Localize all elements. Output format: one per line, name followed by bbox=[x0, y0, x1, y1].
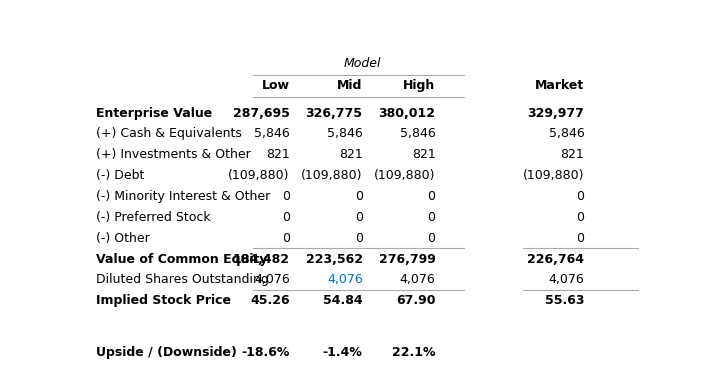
Text: 329,977: 329,977 bbox=[527, 106, 584, 119]
Text: 184,482: 184,482 bbox=[232, 253, 290, 266]
Text: Model: Model bbox=[344, 57, 382, 70]
Text: 45.26: 45.26 bbox=[250, 294, 290, 307]
Text: 4,076: 4,076 bbox=[327, 273, 363, 286]
Text: 4,076: 4,076 bbox=[549, 273, 584, 286]
Text: (+) Investments & Other: (+) Investments & Other bbox=[96, 148, 251, 161]
Text: 0: 0 bbox=[282, 211, 290, 224]
Text: 0: 0 bbox=[576, 232, 584, 245]
Text: 287,695: 287,695 bbox=[233, 106, 290, 119]
Text: 0: 0 bbox=[428, 211, 436, 224]
Text: 4,076: 4,076 bbox=[400, 273, 436, 286]
Text: Market: Market bbox=[535, 79, 584, 92]
Text: (-) Debt: (-) Debt bbox=[96, 169, 145, 182]
Text: 5,846: 5,846 bbox=[327, 127, 363, 141]
Text: 276,799: 276,799 bbox=[379, 253, 436, 266]
Text: 821: 821 bbox=[412, 148, 436, 161]
Text: 67.90: 67.90 bbox=[396, 294, 436, 307]
Text: -1.4%: -1.4% bbox=[323, 347, 363, 359]
Text: 5,846: 5,846 bbox=[549, 127, 584, 141]
Text: Value of Common Equity: Value of Common Equity bbox=[96, 253, 268, 266]
Text: 22.1%: 22.1% bbox=[392, 347, 436, 359]
Text: (109,880): (109,880) bbox=[523, 169, 584, 182]
Text: Implied Stock Price: Implied Stock Price bbox=[96, 294, 231, 307]
Text: 0: 0 bbox=[355, 211, 363, 224]
Text: 0: 0 bbox=[355, 232, 363, 245]
Text: 0: 0 bbox=[428, 190, 436, 203]
Text: 821: 821 bbox=[266, 148, 290, 161]
Text: 226,764: 226,764 bbox=[527, 253, 584, 266]
Text: 821: 821 bbox=[339, 148, 363, 161]
Text: 0: 0 bbox=[355, 190, 363, 203]
Text: -18.6%: -18.6% bbox=[241, 347, 290, 359]
Text: (109,880): (109,880) bbox=[374, 169, 436, 182]
Text: (+) Cash & Equivalents: (+) Cash & Equivalents bbox=[96, 127, 242, 141]
Text: 0: 0 bbox=[282, 190, 290, 203]
Text: (-) Preferred Stock: (-) Preferred Stock bbox=[96, 211, 211, 224]
Text: 5,846: 5,846 bbox=[400, 127, 436, 141]
Text: High: High bbox=[403, 79, 436, 92]
Text: 0: 0 bbox=[576, 211, 584, 224]
Text: 326,775: 326,775 bbox=[306, 106, 363, 119]
Text: Low: Low bbox=[261, 79, 290, 92]
Text: 0: 0 bbox=[282, 232, 290, 245]
Text: 0: 0 bbox=[428, 232, 436, 245]
Text: 0: 0 bbox=[576, 190, 584, 203]
Text: 55.63: 55.63 bbox=[544, 294, 584, 307]
Text: (-) Minority Interest & Other: (-) Minority Interest & Other bbox=[96, 190, 270, 203]
Text: Diluted Shares Outstanding: Diluted Shares Outstanding bbox=[96, 273, 269, 286]
Text: 5,846: 5,846 bbox=[254, 127, 290, 141]
Text: Enterprise Value: Enterprise Value bbox=[96, 106, 212, 119]
Text: Upside / (Downside): Upside / (Downside) bbox=[96, 347, 237, 359]
Text: (109,880): (109,880) bbox=[301, 169, 363, 182]
Text: 54.84: 54.84 bbox=[323, 294, 363, 307]
FancyBboxPatch shape bbox=[93, 342, 463, 364]
Text: 4,076: 4,076 bbox=[254, 273, 290, 286]
Text: (109,880): (109,880) bbox=[228, 169, 290, 182]
Text: Mid: Mid bbox=[337, 79, 363, 92]
Text: 380,012: 380,012 bbox=[379, 106, 436, 119]
Text: 821: 821 bbox=[560, 148, 584, 161]
Text: 223,562: 223,562 bbox=[306, 253, 363, 266]
Text: (-) Other: (-) Other bbox=[96, 232, 150, 245]
